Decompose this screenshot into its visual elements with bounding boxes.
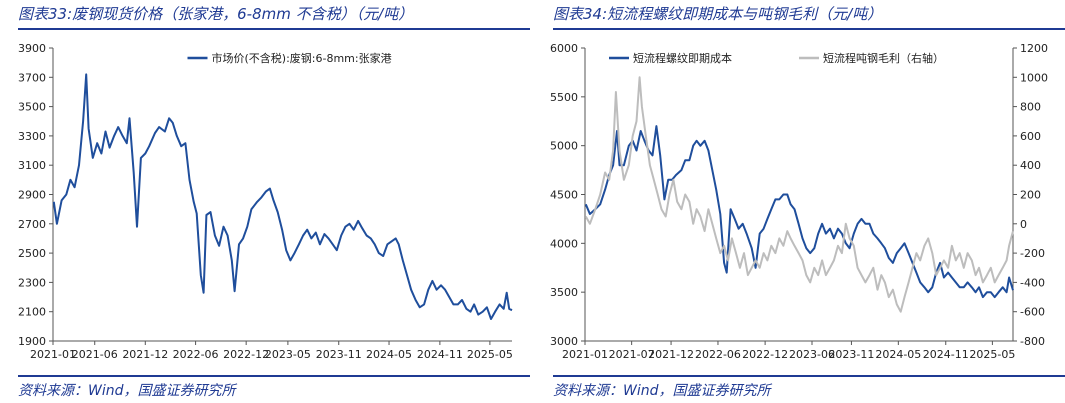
- source-divider: [553, 375, 1065, 377]
- x-tick-label: 2021-07: [609, 348, 655, 361]
- y2-tick-label: 600: [1020, 130, 1041, 143]
- y-tick-label: 3700: [18, 71, 46, 84]
- x-tick-label: 2022-12: [223, 348, 269, 361]
- x-tick-label: 2024-11: [417, 348, 463, 361]
- x-tick-label: 2024-11: [923, 348, 969, 361]
- x-tick-label: 2022-06: [173, 348, 219, 361]
- x-tick-label: 2025-05: [969, 348, 1015, 361]
- series-line-0: [52, 73, 513, 320]
- y-tick-label: 4500: [550, 189, 578, 202]
- y-tick-label: 1900: [18, 335, 46, 348]
- y-tick-label: 3100: [18, 159, 46, 172]
- series-line-1: [584, 76, 1014, 313]
- x-tick-label: 2024-05: [366, 348, 412, 361]
- legend-label: 短流程螺纹即期成本: [633, 51, 732, 65]
- x-tick-label: 2021-01: [30, 348, 76, 361]
- y-tick-label: 3500: [18, 101, 46, 114]
- legend-label: 市场价(不含税):废钢:6-8mm:张家港: [212, 51, 392, 65]
- x-tick-label: 2022-12: [742, 348, 788, 361]
- y-tick-label: 3500: [550, 286, 578, 299]
- y2-tick-label: 1200: [1020, 42, 1048, 55]
- series-line-0: [584, 125, 1014, 299]
- chart-title: 图表33:废钢现货价格（张家港，6-8mm 不含税）（元/吨）: [18, 5, 414, 23]
- x-tick-label: 2021-01: [562, 348, 608, 361]
- y2-tick-label: -600: [1020, 306, 1045, 319]
- y2-tick-label: -800: [1020, 335, 1045, 348]
- y2-tick-label: 800: [1020, 101, 1041, 114]
- x-tick-label: 2022-06: [695, 348, 741, 361]
- y-tick-label: 2100: [18, 306, 46, 319]
- x-tick-label: 2024-05: [875, 348, 921, 361]
- chart-panel-cost-margin: 图表34:短流程螺纹即期成本与吨钢毛利（元/吨） 3000 3500 4000 450…: [535, 0, 1065, 403]
- x-tick-label: 2025-05: [467, 348, 513, 361]
- scrap-price-chart: 1900 2100 2300 2500 2700 2900 3100 3300 3500 3700…: [18, 42, 513, 361]
- y2-tick-label: 200: [1020, 189, 1041, 202]
- chart-panel-scrap-price: 图表33:废钢现货价格（张家港，6-8mm 不含税）（元/吨） 1900 2100…: [0, 0, 530, 403]
- x-tick-label: 2023-06: [789, 348, 835, 361]
- y-tick-label: 3000: [550, 335, 578, 348]
- source-divider: [18, 375, 530, 377]
- cost-margin-chart: 3000350040004500500055006000-800-600-400…: [550, 42, 1048, 361]
- y2-tick-label: -400: [1020, 276, 1045, 289]
- x-tick-label: 2023-11: [316, 348, 362, 361]
- y-tick-label: 3900: [18, 42, 46, 55]
- y-tick-label: 2500: [18, 247, 46, 260]
- y2-tick-label: 400: [1020, 159, 1041, 172]
- title-divider: [18, 28, 530, 30]
- y2-tick-label: -200: [1020, 247, 1045, 260]
- y-tick-label: 6000: [550, 42, 578, 55]
- y-tick-label: 2300: [18, 276, 46, 289]
- legend-label: 短流程吨钢毛利（右轴）: [823, 51, 944, 65]
- x-tick-label: 2023-11: [828, 348, 874, 361]
- x-tick-label: 2021-06: [72, 348, 118, 361]
- chart-source: 资料来源：Wind，国盛证券研究所: [553, 383, 771, 399]
- y-tick-label: 4000: [550, 237, 578, 250]
- chart-title: 图表34:短流程螺纹即期成本与吨钢毛利（元/吨）: [553, 5, 883, 23]
- y-tick-label: 5500: [550, 91, 578, 104]
- x-tick-label: 2021-12: [648, 348, 694, 361]
- y-tick-label: 2700: [18, 218, 46, 231]
- y2-tick-label: 0: [1020, 218, 1027, 231]
- y-tick-label: 2900: [18, 189, 46, 202]
- y2-tick-label: 1000: [1020, 71, 1048, 84]
- x-tick-label: 2023-05: [265, 348, 311, 361]
- title-divider: [553, 28, 1065, 30]
- y-tick-label: 5000: [550, 140, 578, 153]
- x-tick-label: 2021-12: [122, 348, 168, 361]
- chart-source: 资料来源：Wind，国盛证券研究所: [18, 383, 236, 399]
- y-tick-label: 3300: [18, 130, 46, 143]
